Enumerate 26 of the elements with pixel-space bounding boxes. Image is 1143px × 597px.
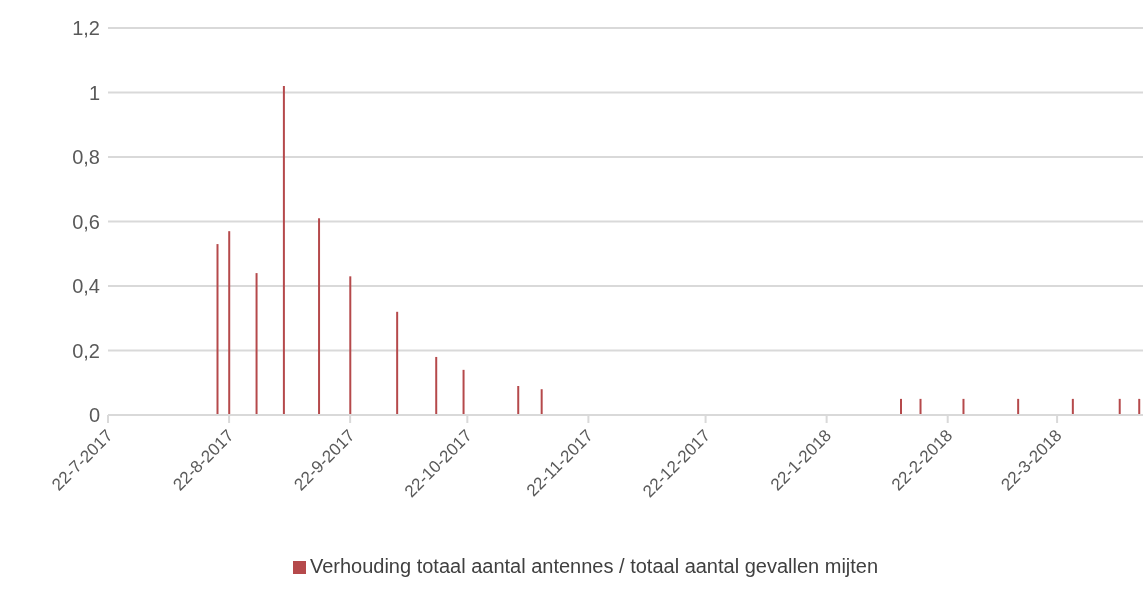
legend-label: Verhouding totaal aantal antennes / totaal aantal gevallen mijten bbox=[309, 555, 879, 577]
bar bbox=[216, 244, 219, 415]
bar bbox=[318, 218, 321, 415]
bar bbox=[282, 86, 285, 415]
bar bbox=[462, 369, 465, 415]
bar bbox=[1017, 398, 1020, 415]
y-tick-label: 0,8 bbox=[72, 146, 100, 169]
y-tick-label: 1 bbox=[88, 81, 100, 104]
bar bbox=[517, 385, 520, 415]
bar bbox=[1118, 398, 1121, 415]
y-tick-label: 0,6 bbox=[72, 210, 100, 233]
y-tick-label: 0,2 bbox=[72, 339, 100, 362]
bar bbox=[1071, 398, 1074, 415]
bar bbox=[1138, 398, 1141, 415]
y-tick-label: 0 bbox=[88, 404, 100, 427]
bar bbox=[228, 231, 231, 415]
y-tick-label: 0,4 bbox=[72, 275, 100, 298]
bar bbox=[899, 398, 902, 415]
y-tick-label: 1,2 bbox=[72, 17, 100, 40]
bar bbox=[255, 273, 258, 415]
bar bbox=[962, 398, 965, 415]
bar bbox=[396, 311, 399, 415]
bar bbox=[435, 356, 438, 415]
bar bbox=[919, 398, 922, 415]
bar bbox=[540, 389, 543, 415]
bar bbox=[349, 276, 352, 415]
